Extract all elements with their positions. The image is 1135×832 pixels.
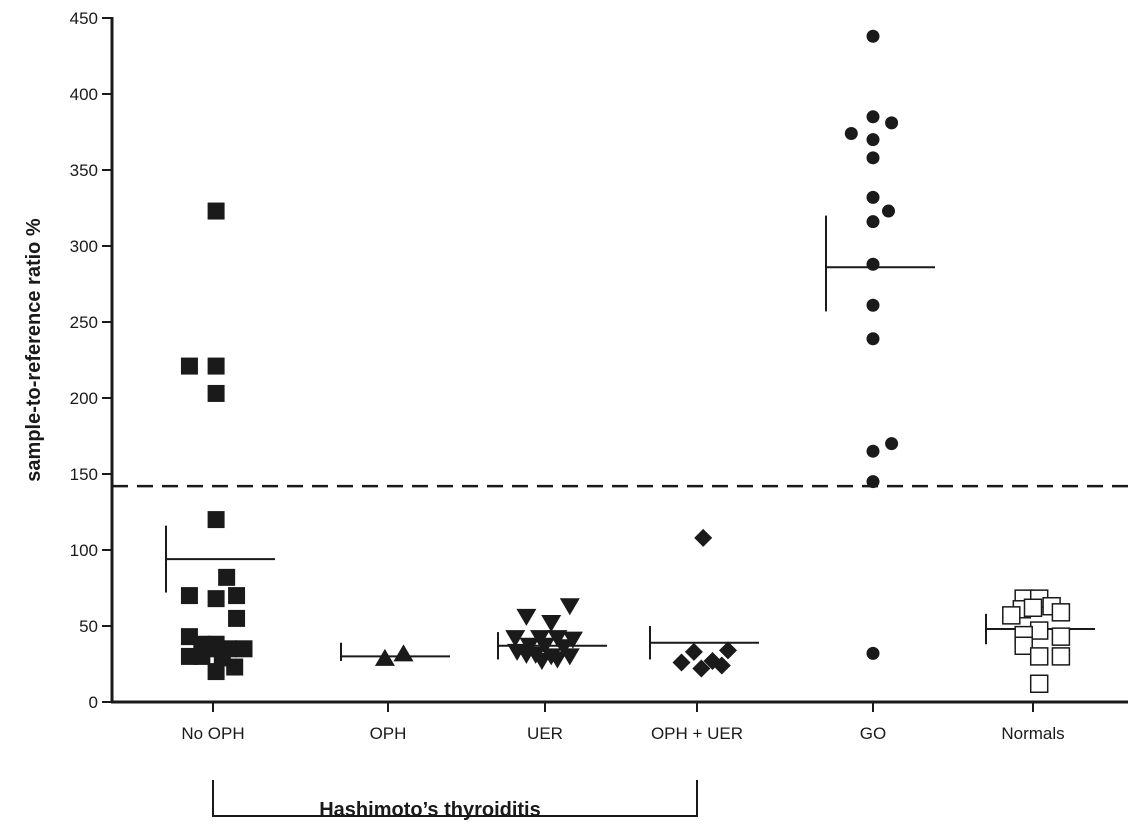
data-point: [866, 646, 880, 660]
y-tick-label: 150: [70, 465, 98, 484]
data-marks: [165, 29, 1095, 694]
y-tick-label: 300: [70, 237, 98, 256]
data-point: [374, 648, 395, 666]
data-point: [393, 644, 414, 662]
data-point: [1023, 598, 1043, 618]
y-tick-label: 0: [89, 693, 98, 712]
x-tick-label: OPH: [370, 724, 407, 743]
y-tick-label: 450: [70, 9, 98, 28]
data-point: [207, 590, 225, 608]
axes: 0 50 100 150 200 250 300 350 400 450 No OPH OPH UER O…: [70, 9, 1128, 817]
data-point: [547, 630, 568, 648]
data-point: [866, 332, 880, 346]
data-point: [228, 609, 246, 627]
data-point: [1029, 621, 1049, 640]
data-point: [1029, 674, 1049, 694]
data-point: [535, 637, 555, 655]
group-bracket: [212, 780, 698, 817]
data-point: [692, 659, 711, 678]
data-point: [866, 190, 880, 204]
data-point: [559, 598, 580, 616]
data-point: [180, 587, 198, 605]
x-tick-label: UER: [527, 724, 563, 743]
data-point: [694, 528, 713, 547]
data-point: [885, 437, 899, 451]
data-point: [1051, 647, 1071, 666]
data-point: [218, 568, 236, 586]
data-point: [207, 202, 225, 220]
data-point: [866, 444, 880, 458]
data-point: [866, 29, 880, 43]
data-point: [226, 658, 244, 676]
data-point: [531, 652, 552, 670]
data-point: [866, 151, 880, 165]
data-point: [885, 116, 899, 130]
group-title: Hashimoto’s thyroiditis: [319, 799, 541, 821]
y-tick-label: 350: [70, 161, 98, 180]
data-point: [180, 357, 198, 375]
data-point: [866, 298, 880, 312]
data-point: [719, 641, 737, 660]
data-point: [882, 204, 895, 218]
data-point: [866, 257, 880, 271]
x-tick-label: Normals: [1001, 724, 1064, 743]
data-point: [1029, 647, 1049, 666]
data-point: [1051, 627, 1071, 646]
data-point: [672, 653, 691, 672]
data-point: [516, 608, 537, 626]
data-point: [547, 651, 568, 669]
data-point: [866, 133, 880, 147]
data-point: [193, 647, 211, 665]
data-point: [1002, 606, 1021, 625]
data-point: [1051, 603, 1071, 622]
y-axis-title: sample-to-reference ratio %: [23, 218, 45, 482]
data-point: [235, 640, 253, 658]
data-point: [207, 384, 225, 402]
data-point: [712, 656, 731, 675]
y-tick-label: 200: [70, 389, 98, 408]
data-point: [553, 639, 574, 657]
data-point: [207, 511, 225, 529]
y-tick-label: 400: [70, 85, 98, 104]
data-point: [519, 637, 540, 655]
data-point: [844, 127, 858, 141]
y-tick-label: 250: [70, 313, 98, 332]
data-point: [684, 642, 703, 661]
data-point: [228, 587, 246, 605]
data-point: [866, 215, 880, 229]
y-tick-label: 100: [70, 541, 98, 560]
data-point: [866, 110, 880, 124]
x-tick-label: GO: [860, 724, 886, 743]
data-point: [207, 663, 225, 681]
y-tick-label: 50: [79, 617, 98, 636]
data-point: [541, 614, 562, 632]
data-point: [866, 475, 880, 489]
data-point: [207, 357, 225, 375]
x-tick-label: No OPH: [181, 724, 244, 743]
x-tick-label: OPH + UER: [651, 724, 743, 743]
data-point: [505, 630, 526, 648]
data-point: [1014, 636, 1033, 656]
